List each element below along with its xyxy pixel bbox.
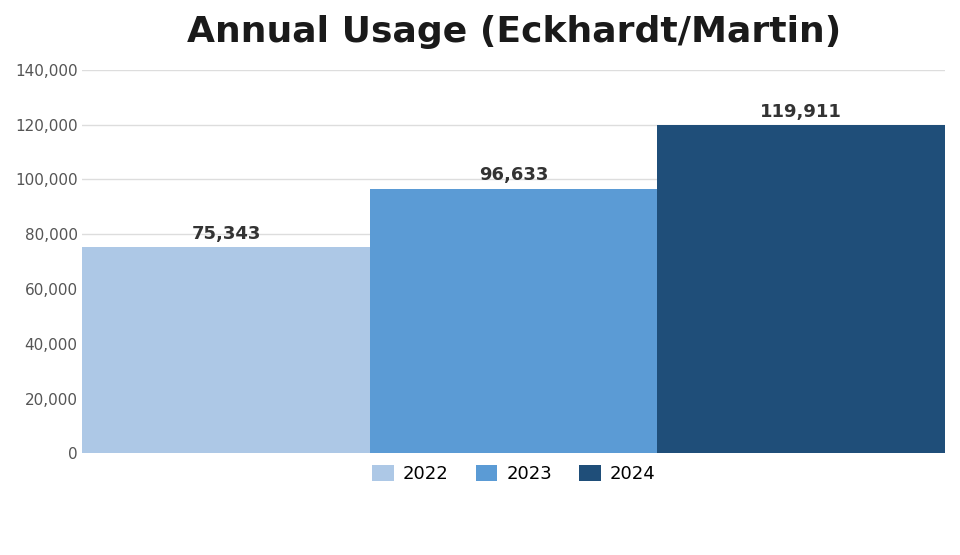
Bar — [370, 189, 658, 453]
Text: 96,633: 96,633 — [479, 166, 548, 184]
Text: 75,343: 75,343 — [192, 225, 261, 243]
Bar — [658, 125, 945, 453]
Bar — [83, 247, 370, 453]
Title: Annual Usage (Eckhardt/Martin): Annual Usage (Eckhardt/Martin) — [186, 15, 841, 49]
Legend: 2022, 2023, 2024: 2022, 2023, 2024 — [365, 458, 662, 491]
Text: 119,911: 119,911 — [760, 103, 842, 120]
